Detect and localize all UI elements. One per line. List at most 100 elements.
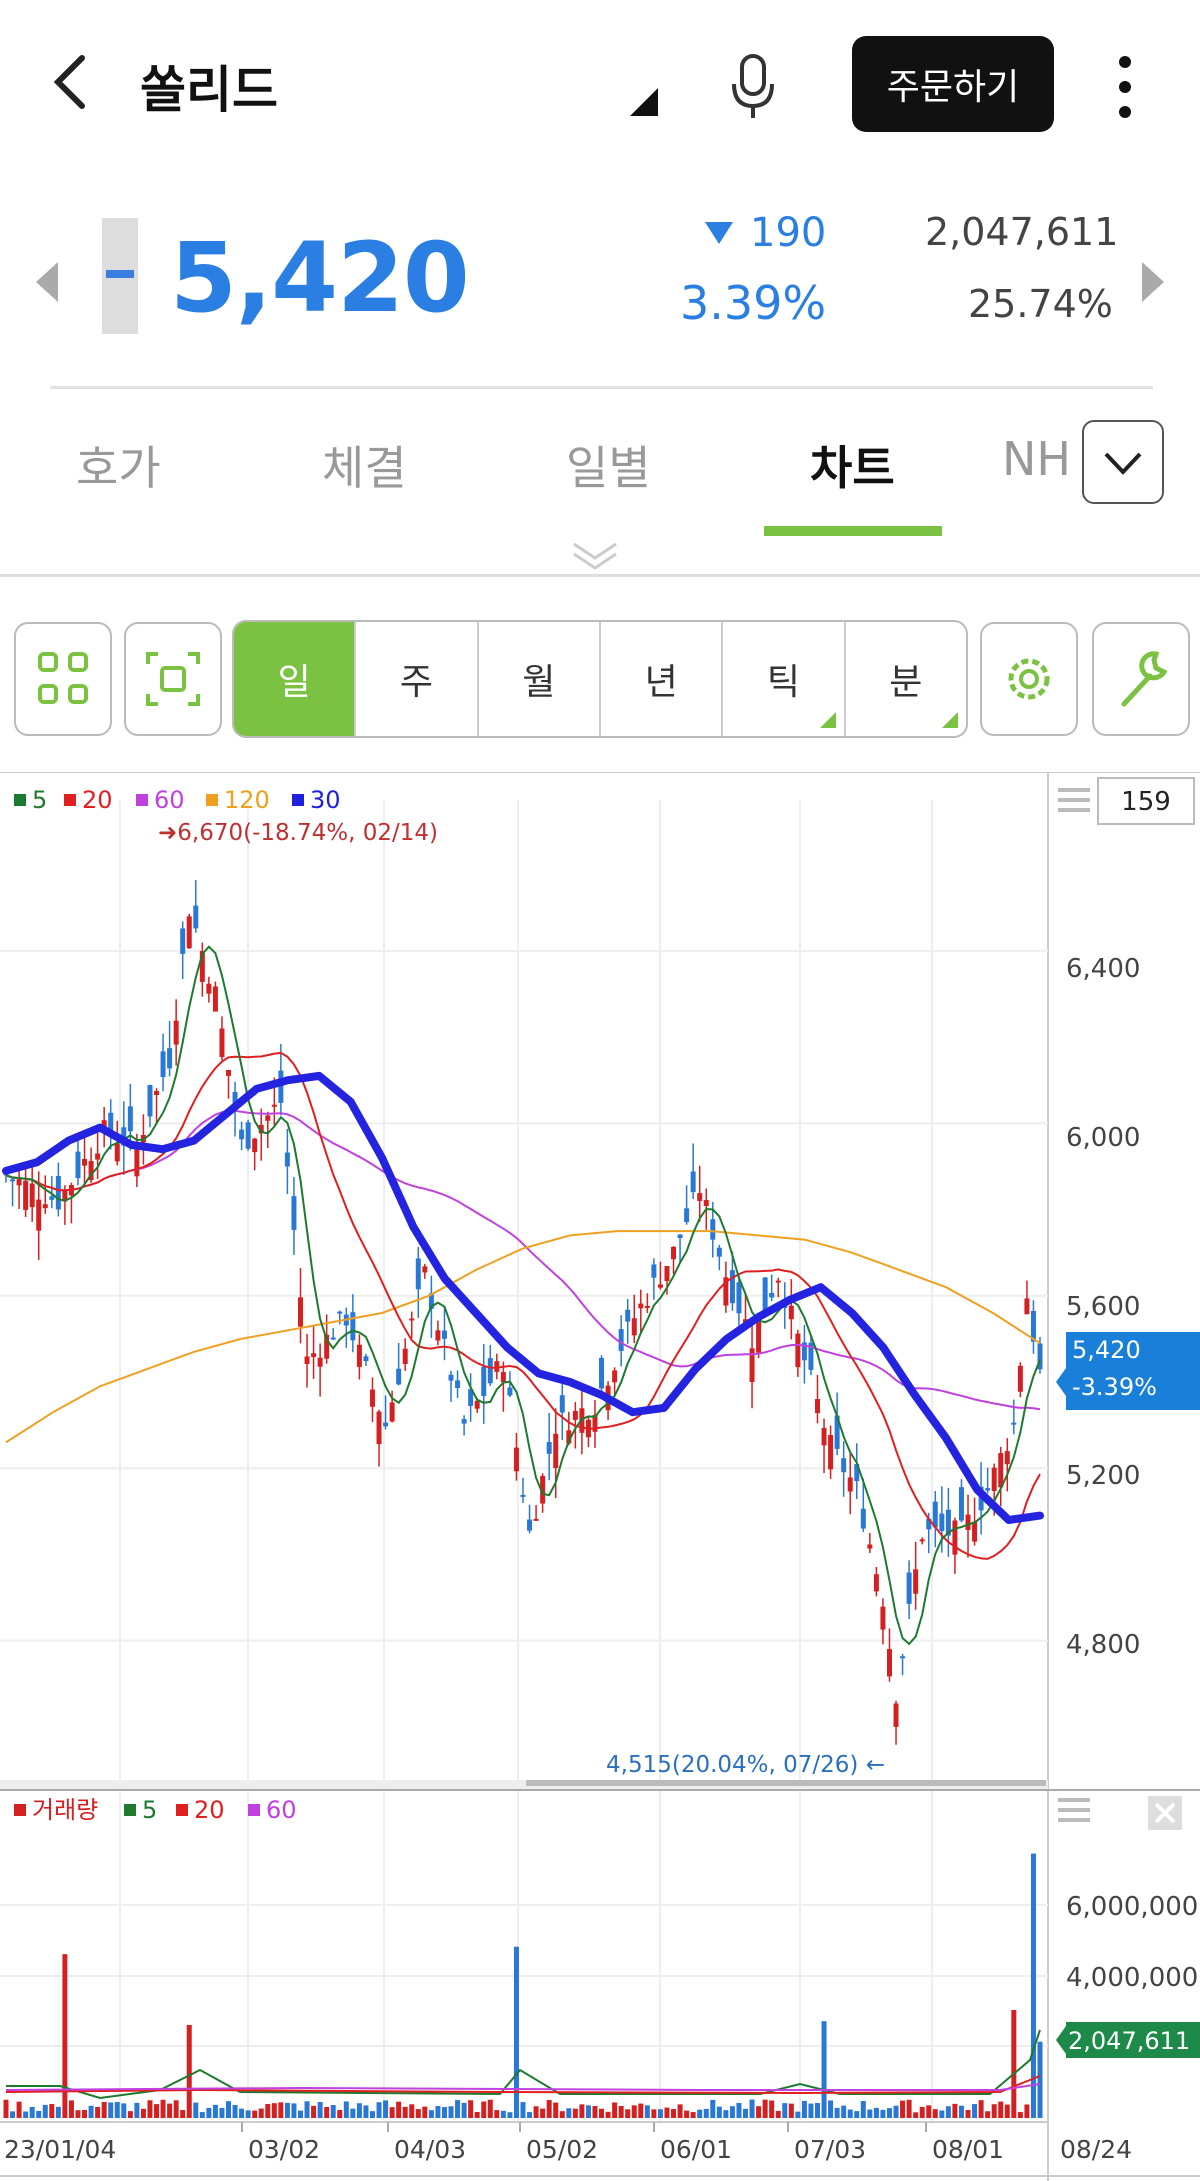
candle-body: [206, 983, 212, 994]
tab-daily[interactable]: 일별: [566, 441, 651, 495]
volume-ma60-line: [5, 2083, 1041, 2091]
candle-body: [1037, 1343, 1043, 1370]
candle-body: [350, 1312, 356, 1341]
kebab-icon[interactable]: [1110, 52, 1140, 122]
ma30-line: [2, 1071, 1044, 1524]
volume-bar: [101, 2101, 107, 2118]
scroll-thumb[interactable]: [526, 1780, 1046, 1786]
volume-bar: [808, 2103, 814, 2118]
volume-bar: [520, 2102, 526, 2118]
legend-swatch: [14, 1804, 26, 1816]
candle-body: [540, 1475, 546, 1504]
volume-bar: [900, 2100, 906, 2118]
grid-lines: [0, 949, 1048, 2047]
candle-body: [461, 1419, 467, 1424]
candle-body: [278, 1070, 284, 1103]
close-icon[interactable]: [1148, 1796, 1182, 1830]
collapse-chevron-icon[interactable]: [568, 538, 622, 574]
candle-body: [297, 1297, 303, 1327]
candle-body: [304, 1356, 310, 1364]
candle-body: [998, 1453, 1004, 1488]
ma20-line: [5, 1051, 1041, 1560]
volume-bar: [906, 2099, 912, 2118]
candle-body: [127, 1106, 133, 1132]
legend-label: 60: [154, 786, 185, 814]
mic-icon[interactable]: [728, 52, 778, 122]
current-price-tag-change: -3.39%: [1072, 1373, 1157, 1401]
candle-body: [55, 1175, 61, 1210]
candle-body: [10, 1179, 16, 1182]
current-price-tag-value: 5,420: [1072, 1336, 1141, 1364]
candle-body: [487, 1358, 493, 1384]
volume-bar: [965, 2109, 971, 2118]
candle-body: [972, 1521, 978, 1542]
submenu-indicator-icon: [819, 712, 836, 728]
settings-button[interactable]: [980, 622, 1078, 736]
period-year[interactable]: 년: [601, 622, 724, 736]
volume-bar: [913, 2112, 919, 2118]
candle-body: [1017, 1365, 1023, 1392]
count-box[interactable]: [1097, 777, 1195, 825]
candle-body: [821, 1428, 827, 1446]
scroll-track[interactable]: [0, 1780, 1048, 1790]
volume-bar: [1011, 2010, 1017, 2118]
order-button[interactable]: 주문하기: [852, 36, 1054, 132]
candle-body: [369, 1389, 375, 1407]
volume-bar: [500, 2110, 506, 2118]
y-tick: 4,800: [1066, 1630, 1140, 1660]
period-tick[interactable]: 틱: [723, 622, 846, 736]
volume-bar: [461, 2102, 467, 2118]
candle-body: [455, 1380, 461, 1389]
candle-body: [886, 1649, 892, 1677]
back-icon[interactable]: [50, 52, 90, 112]
tab-chart[interactable]: 차트: [810, 441, 895, 495]
candle-body: [239, 1129, 245, 1140]
legend-label: 120: [224, 786, 270, 814]
x-tick: 07/03: [794, 2135, 866, 2164]
candle-body: [291, 1196, 297, 1230]
volume-bar: [579, 2104, 585, 2118]
tab-menu-button[interactable]: [1082, 420, 1164, 504]
tab-hoga[interactable]: 호가: [76, 441, 161, 495]
title-dropdown-icon[interactable]: [630, 88, 658, 116]
legend-swatch: [124, 1804, 136, 1816]
volume-bar: [841, 2105, 847, 2118]
fullscreen-button[interactable]: [124, 622, 222, 736]
volume-bar: [343, 2101, 349, 2118]
candle-body: [428, 1293, 434, 1309]
price-change: 190: [750, 210, 827, 256]
period-week[interactable]: 주: [356, 622, 479, 736]
candle-body: [945, 1509, 951, 1536]
volume-bar: [167, 2103, 173, 2118]
volume-bar: [985, 2111, 991, 2118]
volume-menu-icon[interactable]: [1058, 1798, 1090, 1822]
tab-nh[interactable]: NH: [1002, 432, 1071, 486]
candle-body: [677, 1234, 683, 1238]
candle-body: [533, 1518, 539, 1521]
period-month[interactable]: 월: [479, 622, 601, 736]
candle-body: [29, 1183, 35, 1208]
period-minute[interactable]: 분: [846, 622, 966, 736]
candle-body: [134, 1143, 140, 1177]
next-stock-icon[interactable]: [1142, 262, 1164, 302]
volume-bar: [1037, 2041, 1043, 2118]
layout-button[interactable]: [14, 622, 112, 736]
candle-body: [769, 1292, 775, 1298]
candle-body: [154, 1090, 160, 1095]
legend-label: 5: [32, 786, 47, 814]
volume-bar: [36, 2110, 42, 2118]
stock-chart[interactable]: 5 20 60 120 30 ➜6,670(-18.74%, 02/14) 15…: [0, 772, 1200, 2181]
y-tick: 6,400: [1066, 954, 1140, 984]
volume-bar: [612, 2102, 618, 2118]
tab-trades[interactable]: 체결: [322, 441, 407, 495]
prev-stock-icon[interactable]: [36, 262, 58, 302]
volume-bar: [350, 2108, 356, 2118]
period-day[interactable]: 일: [234, 622, 357, 736]
candle-body: [173, 1020, 179, 1045]
volume-bar: [729, 2106, 735, 2118]
panel-menu-icon[interactable]: [1058, 788, 1090, 812]
price-legend: 5 20 60 120 30: [14, 786, 341, 814]
volume-bar: [533, 2106, 539, 2118]
tools-button[interactable]: [1092, 622, 1190, 736]
volume-bar: [782, 2103, 788, 2118]
